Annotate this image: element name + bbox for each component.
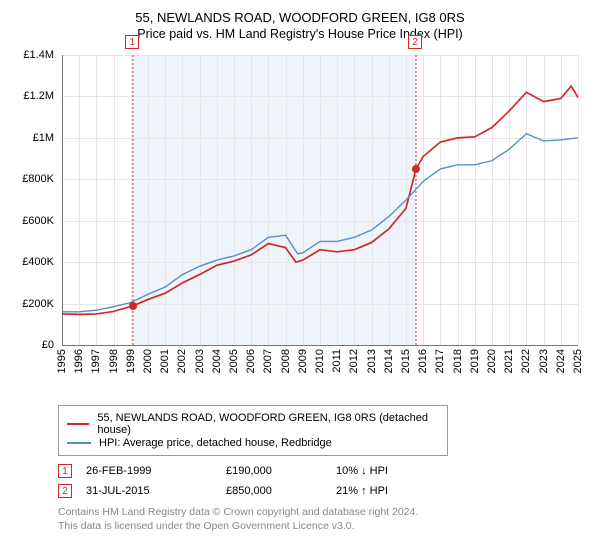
legend-swatch [67,423,89,425]
sale-price: £190,000 [226,465,336,477]
sale-row-marker: 1 [58,464,72,478]
legend-item: 55, NEWLANDS ROAD, WOODFORD GREEN, IG8 0… [67,412,439,436]
sale-date: 31-JUL-2015 [86,485,226,497]
sale-row: 2 31-JUL-2015£850,00021% ↑ HPI [58,484,586,498]
legend: 55, NEWLANDS ROAD, WOODFORD GREEN, IG8 0… [58,405,448,456]
sale-date: 26-FEB-1999 [86,465,226,477]
sale-marker-box: 1 [125,35,139,49]
sale-delta: 10% ↓ HPI [336,465,388,477]
sale-delta: 21% ↑ HPI [336,485,388,497]
series-price_paid [62,86,578,314]
legend-label: 55, NEWLANDS ROAD, WOODFORD GREEN, IG8 0… [97,412,439,436]
sale-row: 1 26-FEB-1999£190,00010% ↓ HPI [58,464,586,478]
page-subtitle: Price paid vs. HM Land Registry's House … [14,27,586,41]
sale-marker-dot [129,302,137,310]
chart-lines [14,49,586,399]
legend-label: HPI: Average price, detached house, Redb… [99,437,332,449]
price-chart: £0£200K£400K£600K£800K£1M£1.2M£1.4M19951… [14,49,586,399]
sale-row-marker: 2 [58,484,72,498]
page-title: 55, NEWLANDS ROAD, WOODFORD GREEN, IG8 0… [14,10,586,25]
sale-marker-dot [412,165,420,173]
sale-price: £850,000 [226,485,336,497]
legend-swatch [67,442,91,444]
footer: Contains HM Land Registry data © Crown c… [58,506,586,533]
legend-item: HPI: Average price, detached house, Redb… [67,437,439,449]
footer-line: Contains HM Land Registry data © Crown c… [58,506,586,520]
sale-marker-box: 2 [408,35,422,49]
series-hpi [62,134,578,312]
footer-line: This data is licensed under the Open Gov… [58,520,586,534]
